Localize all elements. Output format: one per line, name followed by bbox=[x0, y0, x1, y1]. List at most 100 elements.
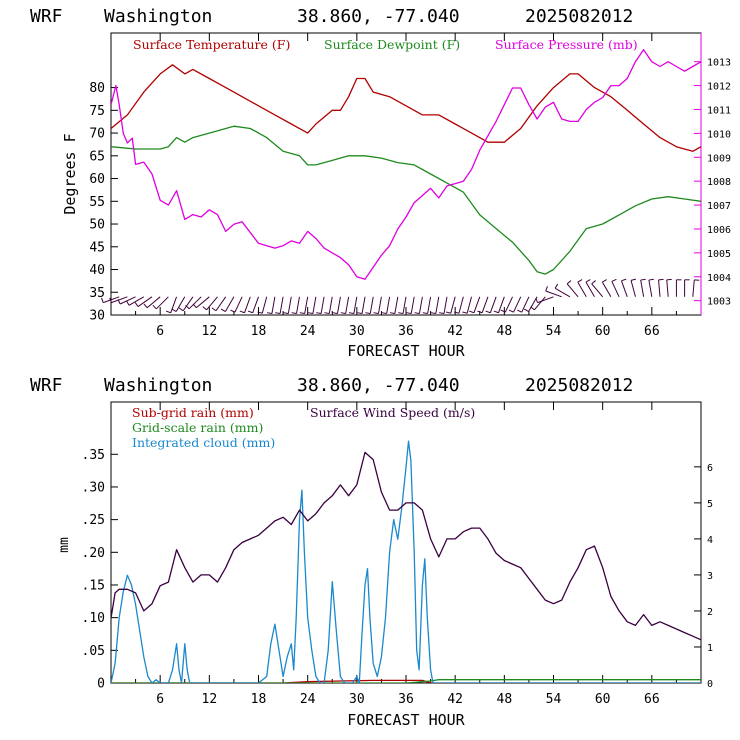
wind-barb bbox=[601, 279, 612, 298]
y2-tick-label: 1006 bbox=[707, 225, 731, 236]
y-tick-label: 75 bbox=[89, 104, 105, 119]
y2-tick-label: 4 bbox=[707, 535, 713, 546]
top-title-coords: 38.860, -77.040 bbox=[297, 6, 460, 27]
wind-barb bbox=[477, 296, 489, 314]
y2-tick-label: 1011 bbox=[707, 105, 731, 116]
wind-barb bbox=[485, 296, 497, 314]
bottom-legend: Sub-grid rain (mm) Grid-scale rain (mm) … bbox=[132, 405, 475, 450]
y-tick-label: 0 bbox=[97, 677, 105, 692]
x-tick-label: 54 bbox=[546, 692, 562, 707]
legend-gridscale-rain: Grid-scale rain (mm) bbox=[132, 420, 263, 435]
x-tick-label: 18 bbox=[251, 324, 267, 339]
series-line-surface-temperature-f bbox=[111, 64, 701, 152]
wind-barb bbox=[577, 279, 587, 298]
wind-barb bbox=[493, 296, 505, 314]
wind-barb bbox=[414, 296, 423, 315]
y-tick-label: .15 bbox=[82, 578, 105, 593]
legend-integrated-cloud: Integrated cloud (mm) bbox=[132, 435, 275, 450]
wind-barb bbox=[324, 296, 333, 315]
wind-barb bbox=[171, 296, 186, 312]
wind-barb bbox=[611, 278, 620, 298]
x-tick-label: 66 bbox=[644, 692, 660, 707]
bottom-y2-ticks: 0 1 2 3 4 5 6 bbox=[694, 463, 713, 690]
wind-barb bbox=[398, 296, 407, 315]
bottom-x-ticks: 6 12 18 24 30 36 42 48 54 60 66 bbox=[135, 402, 677, 707]
wind-barb bbox=[675, 279, 682, 297]
top-title-date: 2025082012 bbox=[525, 6, 633, 27]
x-tick-label: 60 bbox=[595, 324, 611, 339]
wind-barb bbox=[658, 278, 664, 297]
wind-barb bbox=[299, 296, 309, 315]
wind-barb bbox=[381, 296, 391, 315]
wind-barb bbox=[266, 296, 276, 315]
wind-barb bbox=[554, 283, 571, 298]
y2-tick-label: 1003 bbox=[707, 297, 731, 308]
y2-tick-label: 0 bbox=[707, 679, 713, 690]
legend-subgrid-rain: Sub-grid rain (mm) bbox=[132, 405, 254, 420]
wind-barb bbox=[291, 296, 300, 315]
wind-barb bbox=[545, 286, 562, 298]
wind-barb bbox=[202, 296, 218, 311]
wind-barb bbox=[332, 296, 341, 315]
y2-tick-label: 2 bbox=[707, 607, 713, 618]
bottom-y-axis-label: mm bbox=[57, 537, 72, 553]
wind-barb bbox=[566, 280, 579, 298]
wind-barb bbox=[211, 296, 227, 312]
y2-tick-label: 1009 bbox=[707, 153, 731, 164]
wind-barb bbox=[445, 296, 456, 314]
legend-dewpoint: Surface Dewpoint (F) bbox=[324, 37, 460, 52]
wind-barb bbox=[257, 296, 268, 314]
wind-barb bbox=[692, 279, 700, 297]
wind-barb bbox=[340, 296, 350, 315]
series-line-surface-dewpoint-f bbox=[111, 125, 701, 275]
wind-barb bbox=[422, 296, 432, 315]
top-x-axis-label: FORECAST HOUR bbox=[347, 342, 465, 360]
bottom-title-coords: 38.860, -77.040 bbox=[297, 375, 460, 396]
wind-barb bbox=[348, 296, 358, 315]
wind-barb bbox=[357, 296, 366, 315]
wind-barb bbox=[439, 296, 448, 315]
precipitation-panel: WRF Washington 38.860, -77.040 202508201… bbox=[30, 375, 713, 729]
y-tick-label: 70 bbox=[89, 127, 105, 142]
legend-pressure: Surface Pressure (mb) bbox=[495, 37, 638, 52]
wind-barb bbox=[462, 296, 473, 314]
wind-barb bbox=[192, 296, 210, 309]
legend-wind-speed: Surface Wind Speed (m/s) bbox=[310, 405, 475, 420]
series-line-surface-pressure-mb bbox=[111, 49, 701, 280]
wind-barb bbox=[454, 296, 464, 314]
top-x-ticks: 6 12 18 24 30 36 42 48 54 60 66 bbox=[135, 33, 677, 339]
y-tick-label: 80 bbox=[89, 81, 105, 96]
x-tick-label: 48 bbox=[497, 692, 513, 707]
top-series-group bbox=[111, 49, 701, 280]
wind-barb bbox=[275, 296, 284, 315]
wind-barb bbox=[239, 296, 251, 314]
x-tick-label: 24 bbox=[300, 324, 316, 339]
bottom-title-location: Washington bbox=[104, 375, 212, 396]
y2-tick-label: 5 bbox=[707, 499, 713, 510]
wind-barb bbox=[630, 278, 637, 297]
y2-tick-label: 1005 bbox=[707, 249, 731, 260]
wind-barb bbox=[524, 296, 538, 312]
x-tick-label: 24 bbox=[300, 692, 316, 707]
wind-barb bbox=[684, 279, 690, 297]
y-tick-label: 40 bbox=[89, 263, 105, 278]
top-y2-ticks: 1003 1004 1005 1006 1007 1008 1009 1010 1011 1012… bbox=[694, 58, 731, 308]
wind-barb bbox=[406, 296, 415, 315]
wind-barb bbox=[117, 296, 136, 305]
x-tick-label: 12 bbox=[202, 324, 218, 339]
top-title-model: WRF bbox=[30, 6, 63, 27]
y-tick-label: 35 bbox=[89, 286, 105, 301]
top-y-ticks: 30 35 40 45 50 55 60 65 70 75 80 bbox=[89, 81, 118, 324]
y-tick-label: .25 bbox=[82, 513, 105, 528]
x-tick-label: 6 bbox=[156, 324, 164, 339]
wind-barb bbox=[316, 296, 325, 315]
wind-barb bbox=[247, 296, 259, 314]
wind-barb bbox=[185, 296, 202, 310]
wind-barb bbox=[591, 280, 604, 298]
y2-tick-label: 1004 bbox=[707, 273, 731, 284]
series-line-grid-scale-rain-mm bbox=[111, 679, 701, 683]
x-tick-label: 6 bbox=[156, 692, 164, 707]
wind-barb bbox=[585, 279, 595, 298]
wind-barb bbox=[389, 296, 399, 315]
y2-tick-label: 1008 bbox=[707, 177, 731, 188]
